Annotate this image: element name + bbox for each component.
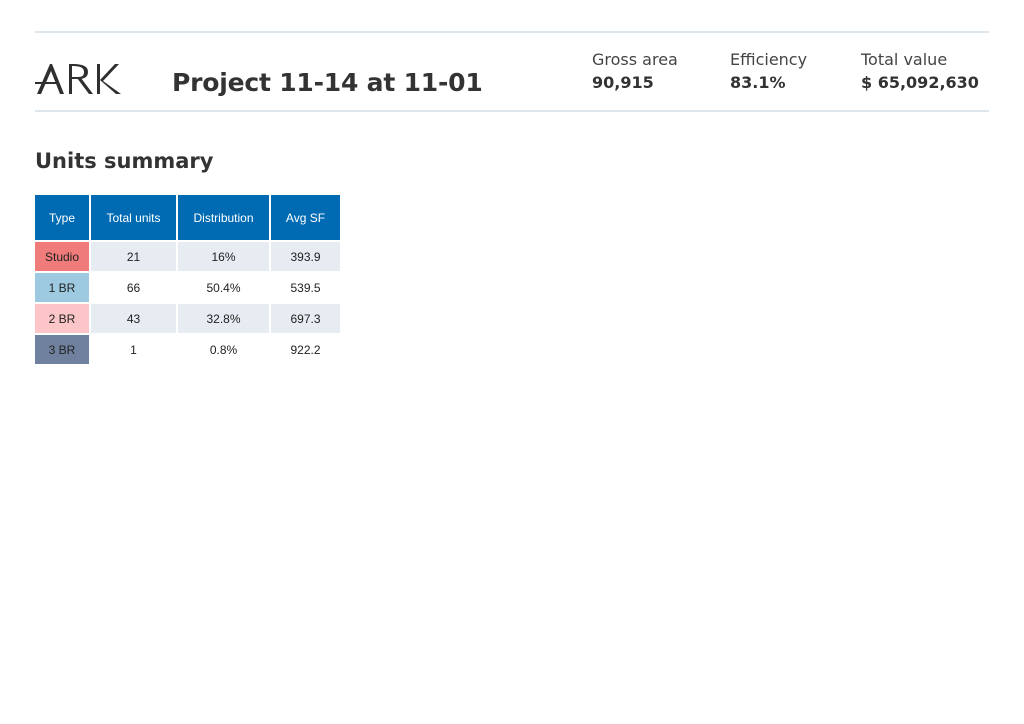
total-units-cell: 66	[91, 273, 176, 302]
column-header-avg-sf: Avg SF	[271, 195, 340, 240]
type-cell: 3 BR	[35, 335, 89, 364]
table-row: 3 BR 1 0.8% 922.2	[35, 335, 340, 364]
total-value-value: $ 65,092,630	[861, 73, 979, 92]
header-top-rule	[35, 31, 989, 33]
table-header-row: Type Total units Distribution Avg SF	[35, 195, 340, 240]
avg-sf-cell: 539.5	[271, 273, 340, 302]
column-header-type: Type	[35, 195, 89, 240]
distribution-cell: 32.8%	[178, 304, 269, 333]
efficiency-value: 83.1%	[730, 73, 786, 92]
gross-area-value: 90,915	[592, 73, 654, 92]
distribution-cell: 16%	[178, 242, 269, 271]
table-row: Studio 21 16% 393.9	[35, 242, 340, 271]
column-header-total-units: Total units	[91, 195, 176, 240]
table-row: 2 BR 43 32.8% 697.3	[35, 304, 340, 333]
ark-logo	[35, 62, 123, 96]
efficiency-metric: Efficiency 83.1%	[730, 49, 807, 95]
gross-area-label: Gross area	[592, 50, 678, 69]
total-value-metric: Total value $ 65,092,630	[861, 49, 979, 95]
table-row: 1 BR 66 50.4% 539.5	[35, 273, 340, 302]
avg-sf-cell: 697.3	[271, 304, 340, 333]
type-cell: 2 BR	[35, 304, 89, 333]
gross-area-metric: Gross area 90,915	[592, 49, 678, 95]
avg-sf-cell: 393.9	[271, 242, 340, 271]
units-summary-title: Units summary	[35, 149, 214, 173]
total-units-cell: 1	[91, 335, 176, 364]
type-cell: 1 BR	[35, 273, 89, 302]
avg-sf-cell: 922.2	[271, 335, 340, 364]
distribution-cell: 0.8%	[178, 335, 269, 364]
distribution-cell: 50.4%	[178, 273, 269, 302]
type-cell: Studio	[35, 242, 89, 271]
column-header-distribution: Distribution	[178, 195, 269, 240]
total-units-cell: 43	[91, 304, 176, 333]
header-bottom-rule	[35, 110, 989, 112]
units-summary-table: Type Total units Distribution Avg SF Stu…	[33, 193, 342, 366]
total-value-label: Total value	[861, 50, 948, 69]
total-units-cell: 21	[91, 242, 176, 271]
efficiency-label: Efficiency	[730, 50, 808, 69]
project-title: Project 11-14 at 11-01	[172, 68, 483, 97]
